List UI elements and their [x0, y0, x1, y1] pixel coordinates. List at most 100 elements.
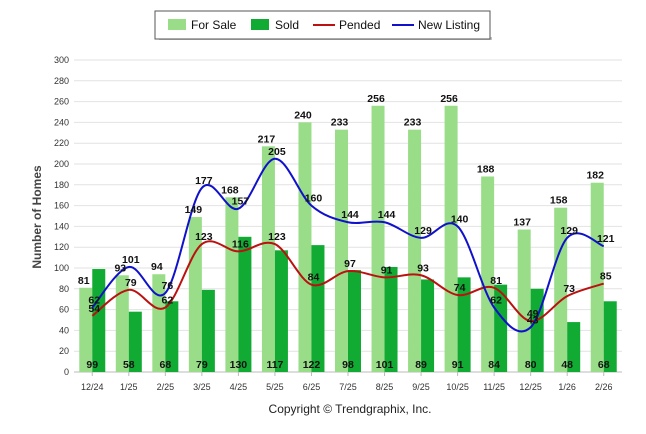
bar-for-sale [554, 207, 568, 372]
label-pended: 93 [417, 262, 429, 274]
x-tick-label: 12/24 [81, 382, 104, 392]
bar-sold [311, 245, 325, 372]
y-tick-label: 60 [59, 305, 69, 315]
label-for-sale: 168 [221, 184, 239, 196]
label-pended: 74 [454, 282, 466, 294]
y-tick-label: 200 [54, 159, 69, 169]
y-tick-label: 280 [54, 76, 69, 86]
label-new-listing: 157 [232, 196, 250, 208]
line-pended [91, 240, 605, 323]
label-for-sale: 137 [513, 217, 531, 229]
label-for-sale: 149 [185, 204, 203, 216]
bar-sold [384, 266, 398, 372]
y-tick-label: 160 [54, 201, 69, 211]
data-labels: 81 93 94 149 168 217 240 233 256 233 256 188 137 158 1… [78, 93, 615, 371]
label-pended: 123 [195, 231, 213, 243]
legend-label-sold: Sold [275, 18, 299, 32]
label-new-listing: 76 [161, 280, 173, 292]
bar-sold [421, 279, 435, 372]
line-new-listing [91, 157, 605, 333]
label-sold: 68 [598, 359, 610, 371]
label-new-listing: 129 [414, 225, 432, 237]
bar-for-sale [517, 229, 531, 372]
y-axis-title: Number of Homes [30, 165, 44, 269]
bar-for-sale [408, 129, 422, 372]
bar-for-sale [79, 287, 93, 372]
x-tick-label: 2/25 [157, 382, 175, 392]
label-pended: 116 [232, 238, 249, 250]
label-new-listing: 101 [122, 254, 140, 266]
label-sold: 68 [159, 359, 171, 371]
y-tick-label: 0 [64, 367, 69, 377]
x-tick-label: 9/25 [412, 382, 430, 392]
legend-label-for-sale: For Sale [191, 18, 237, 32]
bar-sold [603, 301, 617, 372]
bar-sold [274, 250, 288, 372]
x-tick-label: 1/25 [120, 382, 138, 392]
legend-label-pended: Pended [339, 18, 380, 32]
label-new-listing: 62 [88, 295, 100, 307]
x-tick-label: 1/26 [558, 382, 576, 392]
label-for-sale: 94 [151, 261, 163, 273]
legend: For Sale Sold Pended New Listing [154, 10, 492, 40]
x-tick-label: 12/25 [519, 382, 542, 392]
bar-for-sale [225, 197, 239, 372]
label-new-listing: 140 [451, 213, 469, 225]
label-new-listing: 129 [560, 225, 578, 237]
label-pended: 123 [268, 231, 286, 243]
label-pended: 54 [88, 303, 100, 315]
label-pended: 84 [308, 272, 320, 284]
label-pended: 97 [344, 258, 356, 270]
bar-sold [201, 289, 215, 372]
label-for-sale: 256 [367, 93, 385, 105]
bar-sold [348, 270, 361, 372]
y-tick-label: 300 [54, 55, 69, 65]
y-axis: 0 20 40 60 80 100 120 140 160 180 200 220 240 260 280 3… [54, 55, 69, 377]
label-for-sale: 158 [550, 195, 568, 207]
bar-for-sale [298, 122, 312, 373]
copyright-footer: Copyright © Trendgraphix, Inc. [269, 402, 432, 416]
label-new-listing: 121 [597, 233, 615, 245]
label-sold: 91 [452, 359, 464, 371]
label-pended: 49 [527, 308, 539, 320]
bar-sold [238, 236, 252, 372]
label-pended: 79 [125, 277, 137, 289]
x-tick-label: 11/25 [483, 382, 505, 392]
label-new-listing: 160 [305, 193, 323, 205]
label-sold: 48 [561, 359, 573, 371]
label-sold: 84 [488, 359, 500, 371]
label-new-listing: 177 [195, 175, 213, 187]
label-sold: 98 [342, 359, 354, 371]
label-pended: 91 [381, 264, 393, 276]
bar-for-sale [188, 217, 202, 372]
bar-for-sale [444, 105, 458, 372]
label-for-sale: 240 [294, 109, 312, 121]
x-tick-label: 2/26 [595, 382, 613, 392]
label-new-listing: 144 [341, 209, 359, 221]
y-tick-label: 20 [59, 346, 69, 356]
bar-for-sale [261, 146, 275, 372]
label-for-sale: 256 [440, 93, 458, 105]
label-pended: 73 [563, 283, 575, 295]
y-tick-label: 40 [59, 325, 69, 335]
x-tick-label: 3/25 [193, 382, 211, 392]
y-tick-label: 220 [54, 138, 69, 148]
x-tick-label: 4/25 [230, 382, 248, 392]
bar-sold [457, 277, 471, 372]
bar-sold [165, 301, 179, 372]
x-tick-label: 6/25 [303, 382, 321, 392]
bar-for-sale [335, 129, 348, 372]
label-sold: 79 [196, 359, 208, 371]
label-for-sale: 81 [78, 275, 90, 287]
label-for-sale: 233 [331, 117, 349, 129]
y-tick-label: 120 [54, 242, 69, 252]
bar-sold [128, 311, 142, 372]
x-axis: 12/24 1/25 2/25 3/25 4/25 5/25 6/25 7/25 8/25 9/2… [81, 372, 612, 392]
y-tick-label: 80 [59, 284, 69, 294]
label-for-sale: 233 [404, 117, 422, 129]
label-sold: 58 [123, 359, 135, 371]
bars [79, 105, 617, 373]
legend-swatch-for-sale [168, 19, 186, 30]
label-new-listing: 43 [527, 314, 539, 326]
label-pended: 85 [600, 271, 612, 283]
